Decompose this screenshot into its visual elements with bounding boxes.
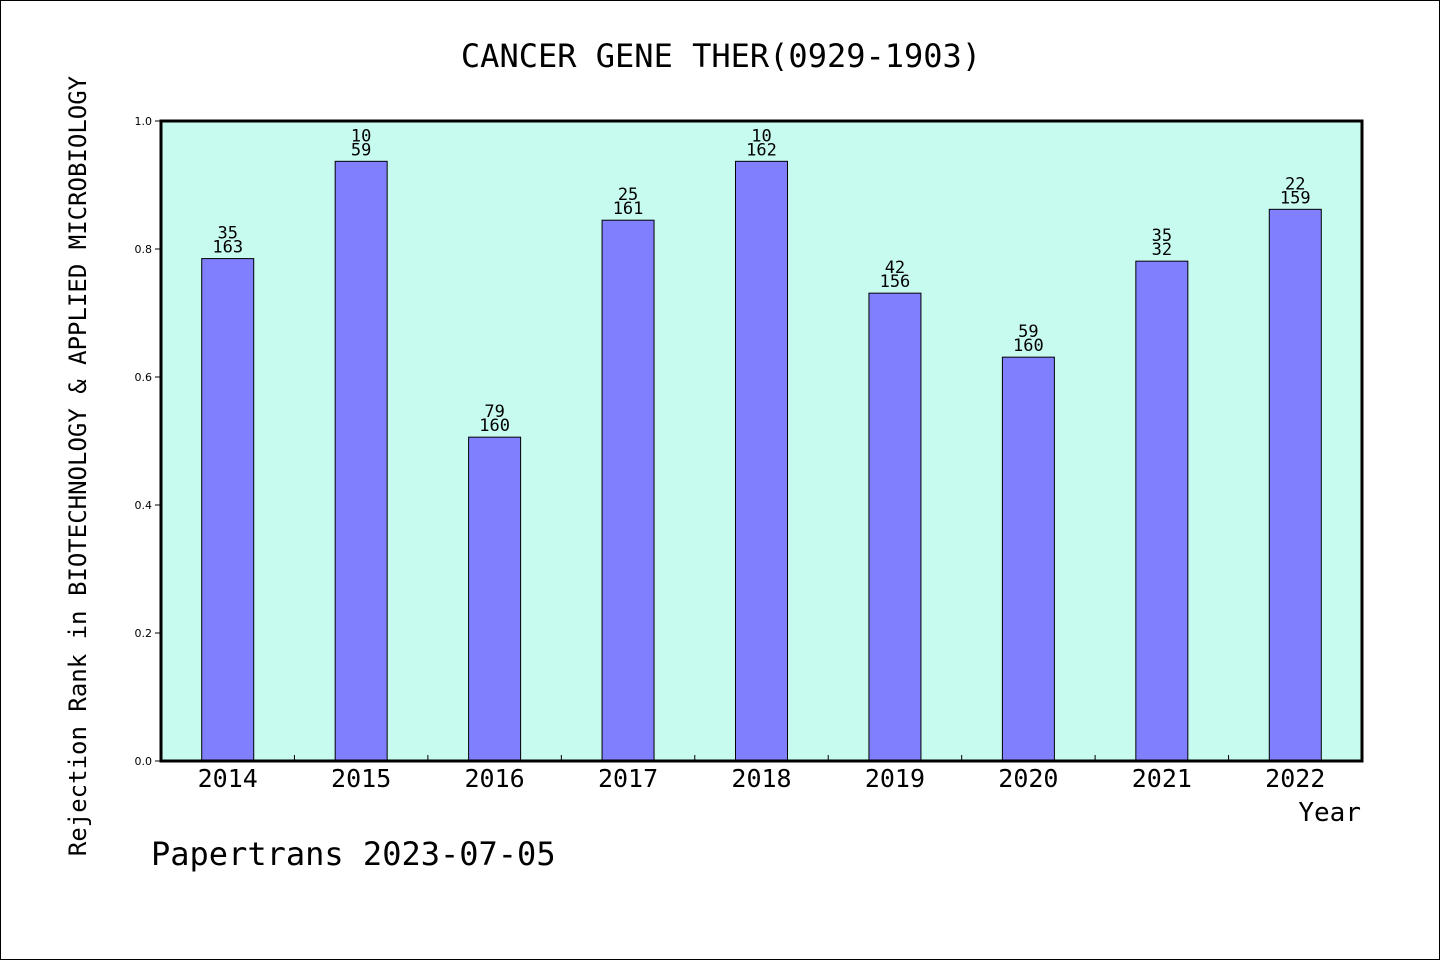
y-tick-label: 0.0 <box>135 755 153 768</box>
x-tick-label: 2021 <box>1132 764 1192 793</box>
x-tick-label: 2014 <box>198 764 258 793</box>
x-tick-label: 2018 <box>731 764 791 793</box>
bar-label-bottom: 162 <box>746 140 777 160</box>
x-tick-label: 2019 <box>865 764 925 793</box>
x-tick-label: 2020 <box>998 764 1058 793</box>
bar-2020 <box>1001 356 1055 762</box>
bar-label-top: 35 <box>217 224 237 244</box>
bar-label-bottom: 156 <box>880 272 911 292</box>
bar-label-top: 79 <box>484 402 504 422</box>
bar-2021 <box>1135 260 1189 762</box>
footer-stamp: Papertrans 2023-07-05 <box>151 835 556 873</box>
x-tick-label: 2015 <box>331 764 391 793</box>
chart-title: CANCER GENE THER(0929-1903) <box>461 37 981 75</box>
bar-2014 <box>201 258 255 762</box>
y-tick-label: 0.2 <box>135 627 153 640</box>
bar-label-top: 59 <box>1018 322 1038 342</box>
bar-label-bottom: 160 <box>1013 336 1044 356</box>
bar-label-bottom: 159 <box>1280 188 1311 208</box>
bar-label-top: 22 <box>1285 174 1305 194</box>
bar-2019 <box>868 292 922 762</box>
bar-2017 <box>601 219 655 762</box>
x-tick-label: 2016 <box>465 764 525 793</box>
y-tick-label: 1.0 <box>135 115 153 128</box>
bar-2018 <box>735 160 788 762</box>
bar-label-top: 10 <box>751 126 771 146</box>
bar-label-bottom: 161 <box>613 199 644 219</box>
bar-2015 <box>334 160 388 762</box>
y-tick-label: 0.8 <box>135 243 153 256</box>
bar-2016 <box>468 436 522 762</box>
bar-label-bottom: 32 <box>1152 240 1172 260</box>
bar-label-bottom: 160 <box>479 416 510 436</box>
x-tick-label: 2022 <box>1265 764 1325 793</box>
bar-label-top: 42 <box>885 258 905 278</box>
bar-label-top: 35 <box>1152 226 1172 246</box>
bar-2022 <box>1268 208 1322 762</box>
x-tick-label: 2017 <box>598 764 658 793</box>
bar-label-bottom: 163 <box>212 238 243 258</box>
y-axis-label: Rejection Rank in BIOTECHNOLOGY & APPLIE… <box>64 75 92 856</box>
bar-label-top: 10 <box>351 126 371 146</box>
x-axis-label: Year <box>1298 798 1361 828</box>
bar-label-bottom: 59 <box>351 140 371 160</box>
bar-label-top: 25 <box>618 185 638 205</box>
y-tick-label: 0.4 <box>135 499 153 512</box>
y-tick-label: 0.6 <box>135 371 153 384</box>
plot-border <box>159 119 1364 763</box>
